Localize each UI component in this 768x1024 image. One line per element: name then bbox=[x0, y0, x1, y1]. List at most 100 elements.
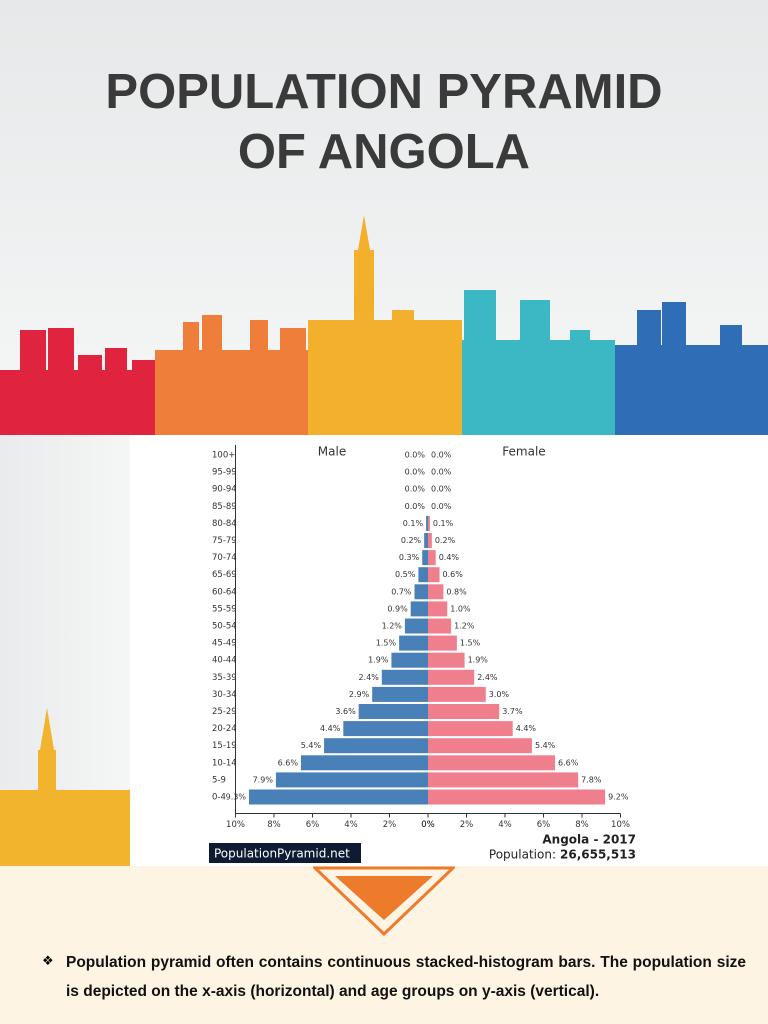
bar bbox=[422, 550, 428, 566]
bar bbox=[324, 738, 428, 754]
bar bbox=[275, 772, 428, 788]
value-label: 0.0% bbox=[405, 502, 426, 511]
bottom-panel bbox=[0, 866, 768, 1024]
y-tick-label: 65-69 bbox=[212, 570, 237, 580]
population-value: 26,655,513 bbox=[560, 848, 636, 862]
y-tick-label: 5-9 bbox=[212, 775, 226, 785]
bar bbox=[428, 686, 486, 702]
x-tick-label: 8% bbox=[575, 820, 589, 830]
value-label: 7.8% bbox=[581, 775, 602, 784]
value-label: 6.6% bbox=[558, 758, 579, 767]
legend-label: Female bbox=[502, 445, 545, 459]
y-tick-label: 95-99 bbox=[212, 468, 237, 478]
value-label: 0.0% bbox=[431, 468, 452, 477]
y-tick-label: 90-94 bbox=[212, 485, 237, 495]
value-label: 5.4% bbox=[535, 741, 556, 750]
x-tick-label: 10% bbox=[226, 820, 245, 830]
value-label: 0.0% bbox=[431, 451, 452, 460]
value-label: 2.4% bbox=[477, 673, 498, 682]
y-tick-label: 75-79 bbox=[212, 536, 237, 546]
value-label: 0.0% bbox=[431, 485, 452, 494]
value-label: 0.1% bbox=[403, 519, 424, 528]
value-label: 1.0% bbox=[450, 604, 471, 613]
bar bbox=[428, 567, 440, 583]
arrow-icon bbox=[313, 866, 455, 936]
y-tick-label: 100+ bbox=[212, 451, 235, 461]
bar bbox=[426, 515, 428, 531]
bar bbox=[428, 721, 513, 737]
population-label: Population: bbox=[489, 848, 556, 862]
bar bbox=[428, 601, 448, 617]
source-bg bbox=[209, 843, 361, 863]
bar bbox=[428, 738, 532, 754]
x-tick-label: 6% bbox=[537, 820, 551, 830]
value-label: 3.6% bbox=[335, 707, 356, 716]
source-label: PopulationPyramid.net bbox=[214, 847, 350, 861]
value-label: 0.2% bbox=[435, 536, 456, 545]
x-tick-label: 4% bbox=[344, 820, 358, 830]
bar bbox=[248, 789, 428, 805]
y-tick-label: 60-64 bbox=[212, 587, 237, 597]
bar bbox=[399, 635, 428, 651]
x-tick-label: 2% bbox=[383, 820, 397, 830]
x-tick-label: 10% bbox=[611, 820, 630, 830]
value-label: 3.7% bbox=[502, 707, 523, 716]
value-label: 0.0% bbox=[431, 502, 452, 511]
bar bbox=[428, 789, 606, 805]
value-label: 0.2% bbox=[401, 536, 422, 545]
side-skyline bbox=[0, 708, 130, 866]
bar bbox=[428, 772, 579, 788]
y-tick-label: 40-44 bbox=[212, 656, 237, 666]
value-label: 1.2% bbox=[382, 622, 403, 631]
value-label: 0.7% bbox=[391, 587, 412, 596]
value-label: 3.0% bbox=[489, 690, 510, 699]
bullet-text: Population pyramid often contains contin… bbox=[66, 954, 746, 1000]
y-tick-label: 85-89 bbox=[212, 502, 237, 512]
value-label: 1.5% bbox=[376, 639, 397, 648]
value-label: 7.9% bbox=[253, 775, 274, 784]
value-label: 2.9% bbox=[349, 690, 370, 699]
y-tick-label: 25-29 bbox=[212, 707, 237, 717]
y-tick-label: 80-84 bbox=[212, 519, 237, 529]
bar bbox=[428, 652, 465, 668]
value-label: 4.4% bbox=[516, 724, 537, 733]
bar bbox=[428, 669, 475, 685]
value-label: 0.6% bbox=[443, 570, 464, 579]
value-label: 0.0% bbox=[405, 451, 426, 460]
value-label: 0.4% bbox=[439, 553, 460, 562]
bar bbox=[358, 704, 428, 719]
x-tick-label: 2% bbox=[460, 820, 474, 830]
bar bbox=[428, 584, 444, 600]
value-label: 0.5% bbox=[395, 570, 416, 579]
bar bbox=[428, 635, 457, 651]
chart: Male Female 100+ 0.0% 0.0% 95-99 0.0% 0.0% 90-94… bbox=[130, 435, 768, 866]
y-tick-label: 0-4 bbox=[212, 793, 226, 803]
skyline bbox=[0, 215, 768, 435]
bar bbox=[372, 686, 428, 702]
value-label: 4.4% bbox=[320, 724, 341, 733]
y-tick-label: 10-14 bbox=[212, 758, 237, 768]
bar bbox=[343, 721, 428, 737]
y-tick-label: 45-49 bbox=[212, 639, 237, 649]
value-label: 1.2% bbox=[454, 622, 475, 631]
y-tick-label: 20-24 bbox=[212, 724, 237, 734]
value-label: 0.3% bbox=[399, 553, 420, 562]
bar bbox=[424, 533, 428, 548]
value-label: 0.1% bbox=[433, 519, 454, 528]
y-tick-label: 70-74 bbox=[212, 553, 237, 563]
value-label: 0.8% bbox=[446, 587, 467, 596]
value-label: 0.9% bbox=[387, 604, 408, 613]
bar bbox=[391, 652, 428, 668]
page-title: POPULATION PYRAMID OF ANGOLA bbox=[105, 65, 663, 179]
x-tick-label: 8% bbox=[267, 820, 281, 830]
x-tick-label: 0% bbox=[421, 820, 435, 830]
bar bbox=[414, 584, 428, 600]
x-tick-label: 6% bbox=[306, 820, 320, 830]
y-tick-label: 50-54 bbox=[212, 622, 237, 632]
value-label: 0.0% bbox=[405, 485, 426, 494]
value-label: 9.3% bbox=[226, 793, 247, 802]
value-label: 1.9% bbox=[468, 656, 489, 665]
value-label: 1.9% bbox=[368, 656, 389, 665]
y-tick-label: 55-59 bbox=[212, 604, 237, 614]
